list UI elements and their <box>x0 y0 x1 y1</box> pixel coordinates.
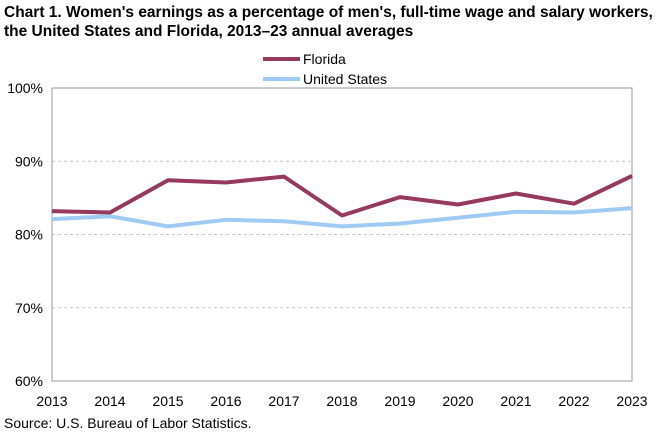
x-tick-label: 2021 <box>500 393 531 409</box>
x-tick-label: 2015 <box>152 393 183 409</box>
x-tick-label: 2020 <box>442 393 473 409</box>
x-axis-tick-labels: 2013 2014 2015 2016 2017 2018 2019 2020 2021 2022… <box>36 393 647 409</box>
x-tick-label: 2014 <box>94 393 125 409</box>
x-tick-label: 2023 <box>616 393 647 409</box>
x-tick-label: 2017 <box>268 393 299 409</box>
x-tick-label: 2013 <box>36 393 67 409</box>
legend: Florida United States <box>263 51 387 87</box>
chart-title: Chart 1. Women's earnings as a percentag… <box>4 4 653 40</box>
x-tick-label: 2018 <box>326 393 357 409</box>
x-tick-label: 2019 <box>384 393 415 409</box>
y-axis-tick-labels: 60% 70% 80% 90% 100% <box>7 80 43 389</box>
series-lines <box>51 174 633 229</box>
series-line-florida <box>51 174 633 218</box>
y-tick-label: 60% <box>15 373 43 389</box>
y-tick-label: 80% <box>15 227 43 243</box>
legend-label-united-states: United States <box>303 71 387 87</box>
y-tick-label: 70% <box>15 300 43 316</box>
y-tick-label: 100% <box>7 80 43 96</box>
source-note: Source: U.S. Bureau of Labor Statistics. <box>4 415 252 431</box>
x-tick-label: 2022 <box>558 393 589 409</box>
grid-lines <box>52 160 632 309</box>
x-tick-label: 2016 <box>210 393 241 409</box>
y-tick-label: 90% <box>15 153 43 169</box>
series-line-united-states <box>51 206 633 229</box>
legend-label-florida: Florida <box>303 51 346 67</box>
plot-area-frame <box>51 87 633 382</box>
